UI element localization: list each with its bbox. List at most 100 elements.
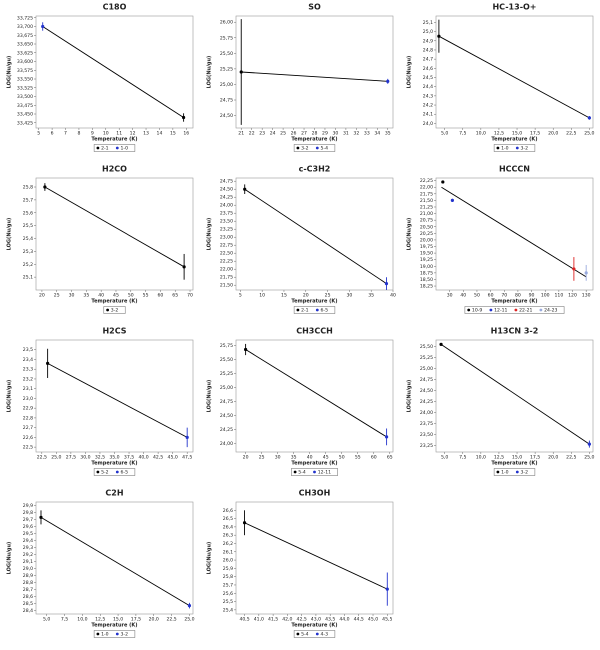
legend-marker <box>96 470 100 474</box>
legend-marker <box>467 308 471 312</box>
plot-area <box>235 177 394 291</box>
y-tick-label: 24,3 <box>423 93 433 99</box>
y-tick-label: 24,1 <box>423 112 433 118</box>
y-tick-label: 23,3 <box>23 367 33 373</box>
plot-area <box>35 177 194 291</box>
y-tick-label: 23,50 <box>220 219 233 225</box>
x-tick-label: 5 <box>239 293 242 299</box>
y-tick-label: 29,6 <box>23 524 33 530</box>
x-tick-label: 110 <box>554 293 563 299</box>
x-axis-label: Temperature (K) <box>491 461 537 467</box>
x-tick-label: 30,0 <box>80 455 90 461</box>
fit-line <box>42 26 184 118</box>
chart-title: C2H <box>105 489 123 498</box>
x-tick-label: 24 <box>270 131 276 137</box>
legend-marker <box>296 632 300 636</box>
legend-marker <box>115 632 119 636</box>
data-point <box>441 180 445 184</box>
y-tick-label: 22,8 <box>23 415 33 421</box>
legend-marker <box>96 146 100 150</box>
x-tick-label: 27,5 <box>66 455 76 461</box>
y-axis-label: LOG(Nu/gu) <box>407 56 413 89</box>
x-tick-label: 44,5 <box>354 617 364 623</box>
y-tick-label: 29,3 <box>23 545 33 551</box>
data-point <box>39 515 43 520</box>
x-tick-label: 15,0 <box>113 617 123 623</box>
x-tick-label: 50 <box>128 293 134 299</box>
x-tick-label: 10 <box>103 131 109 137</box>
x-tick-label: 32,5 <box>95 455 105 461</box>
y-tick-label: 25,0 <box>423 29 433 35</box>
x-axis-label: Temperature (K) <box>91 299 137 305</box>
fit-line <box>438 35 590 119</box>
legend-marker <box>539 308 543 312</box>
legend-label: 22-21 <box>519 308 532 314</box>
y-tick-label: 24,6 <box>423 66 433 72</box>
legend-marker <box>313 470 316 474</box>
data-point <box>439 342 443 346</box>
y-tick-label: 25,2 <box>23 262 33 268</box>
data-point <box>182 265 186 269</box>
data-point <box>187 604 192 608</box>
y-tick-label: 24,0 <box>423 121 433 127</box>
x-tick-label: 33 <box>364 131 370 137</box>
data-point <box>437 34 441 38</box>
x-tick-label: 10 <box>259 293 265 299</box>
legend-label: 1-0 <box>121 146 129 152</box>
y-tick-label: 26,4 <box>223 524 233 530</box>
x-tick-label: 31 <box>343 131 349 137</box>
x-tick-label: 70 <box>187 293 193 299</box>
x-tick-label: 15,0 <box>512 455 522 461</box>
legend-marker <box>106 308 109 312</box>
y-tick-label: 28,9 <box>23 573 33 579</box>
y-tick-label: 23,1 <box>23 386 33 392</box>
x-tick-label: 42,5 <box>153 455 163 461</box>
x-tick-label: 5,0 <box>441 131 448 137</box>
x-tick-label: 45 <box>113 293 119 299</box>
plot-area <box>235 15 394 129</box>
y-tick-label: 25,3 <box>23 249 33 255</box>
y-tick-label: 33,675 <box>17 33 33 39</box>
y-tick-label: 22,75 <box>220 243 233 249</box>
y-tick-label: 33,575 <box>17 68 33 74</box>
y-tick-label: 28,6 <box>23 594 33 600</box>
data-point <box>243 187 247 191</box>
chart-title: SO <box>308 3 321 12</box>
x-tick-label: 10,0 <box>476 131 486 137</box>
y-axis-label: LOG(Nu/gu) <box>7 542 13 575</box>
data-point <box>384 435 389 439</box>
x-tick-label: 5,0 <box>43 617 50 623</box>
x-tick-label: 45,0 <box>168 455 178 461</box>
y-tick-label: 25,00 <box>220 82 233 88</box>
data-point <box>239 70 243 74</box>
x-tick-label: 25 <box>259 455 265 461</box>
y-tick-label: 25,8 <box>223 574 233 580</box>
y-tick-label: 33,500 <box>17 94 33 100</box>
x-tick-label: 42,5 <box>297 617 307 623</box>
x-tick-label: 41,0 <box>254 617 264 623</box>
x-tick-label: 40 <box>98 293 104 299</box>
x-axis-label: Temperature (K) <box>91 623 137 629</box>
y-axis-label: LOG(Nu/gu) <box>407 380 413 413</box>
y-tick-label: 23,50 <box>420 432 433 438</box>
x-tick-label: 21 <box>238 131 244 137</box>
y-tick-label: 24,00 <box>220 203 233 209</box>
y-tick-label: 25,4 <box>223 607 233 613</box>
plot-area <box>235 339 394 453</box>
legend-label: 24-23 <box>544 308 557 314</box>
chart-title: H2CS <box>102 327 126 336</box>
x-tick-label: 47,5 <box>182 455 192 461</box>
x-axis-label: Temperature (K) <box>291 299 337 305</box>
x-tick-label: 30 <box>333 131 339 137</box>
x-tick-label: 20,0 <box>149 617 159 623</box>
x-tick-label: 29 <box>322 131 328 137</box>
x-tick-label: 20,0 <box>548 455 558 461</box>
plot-area <box>435 15 594 129</box>
x-tick-label: 120 <box>568 293 577 299</box>
y-tick-label: 33,550 <box>17 77 33 83</box>
x-tick-label: 13 <box>143 131 149 137</box>
x-tick-label: 80 <box>515 293 521 299</box>
chart-title: HCCCN <box>499 165 530 174</box>
data-point <box>43 185 47 189</box>
